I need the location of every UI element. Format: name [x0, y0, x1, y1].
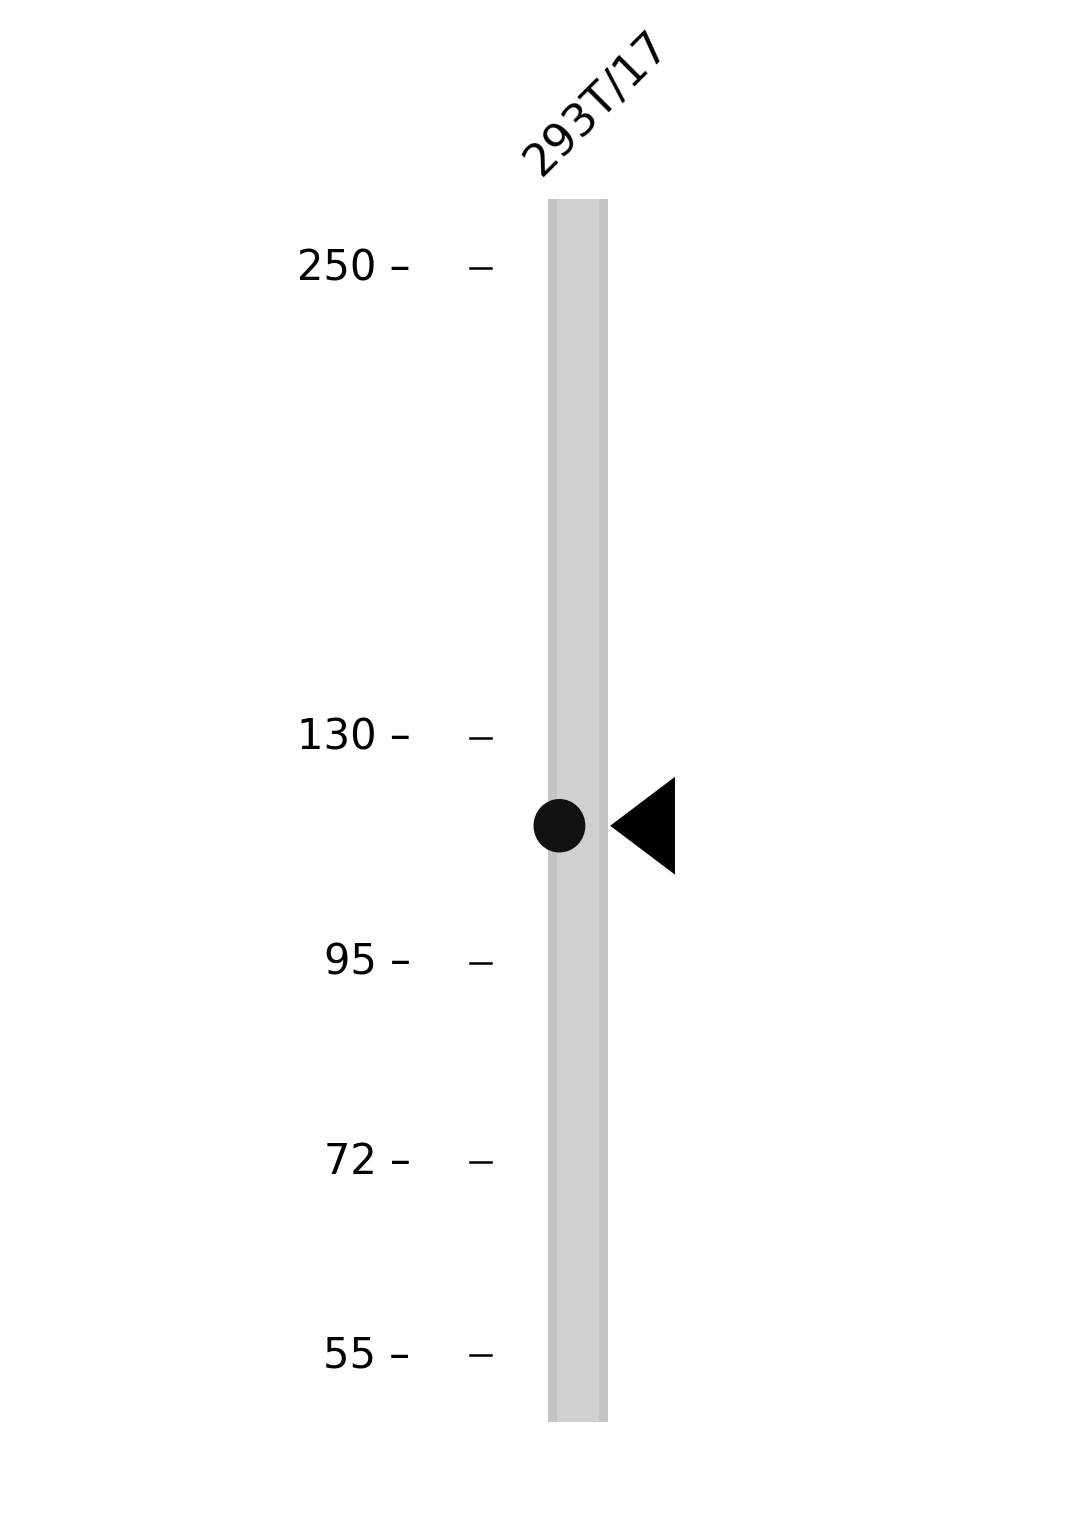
Text: 72 –: 72 –	[324, 1141, 410, 1183]
Text: 55 –: 55 –	[323, 1335, 410, 1376]
Text: 95 –: 95 –	[324, 942, 410, 983]
Polygon shape	[610, 777, 675, 875]
Ellipse shape	[534, 800, 585, 853]
Text: 130 –: 130 –	[297, 717, 410, 758]
Text: 250 –: 250 –	[297, 248, 410, 289]
Bar	[549, 199, 608, 1422]
Text: 293T/17: 293T/17	[517, 23, 678, 183]
Bar	[598, 199, 607, 1422]
Bar	[549, 199, 557, 1422]
